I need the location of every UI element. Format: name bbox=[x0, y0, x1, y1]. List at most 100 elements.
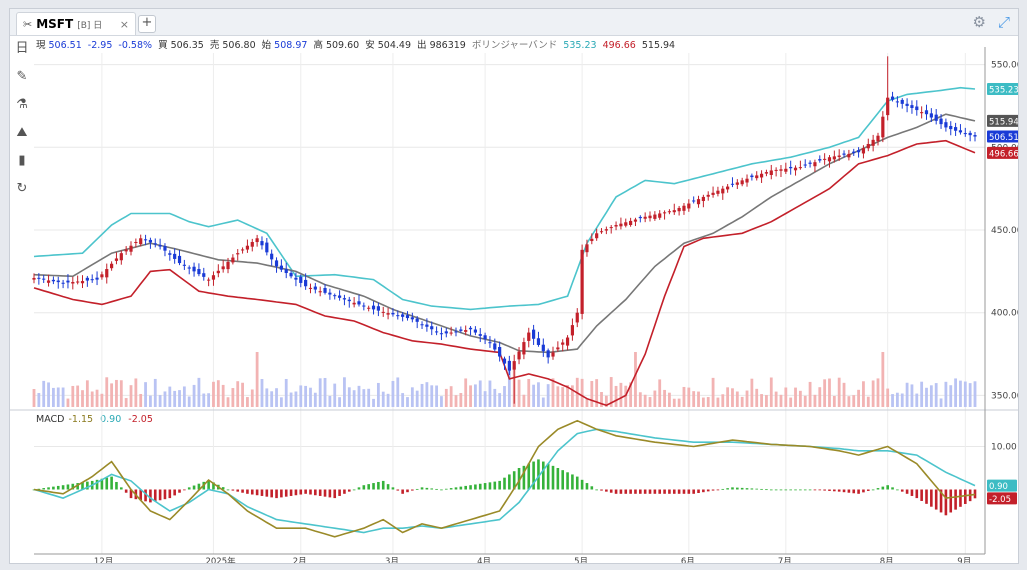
volume-bar bbox=[90, 391, 94, 407]
volume-bar bbox=[857, 389, 860, 407]
candle-body bbox=[890, 96, 895, 100]
stock-chart[interactable]: 350.00400.00450.00500.00550.00535.23515.… bbox=[10, 9, 1018, 563]
candle-body bbox=[793, 167, 798, 171]
candle-body bbox=[789, 166, 793, 169]
volume-bar bbox=[638, 392, 642, 407]
volume-icon[interactable]: ▮ bbox=[18, 153, 26, 168]
volume-bar bbox=[459, 393, 463, 407]
macd-hist-bar bbox=[275, 489, 278, 499]
pin-icon[interactable]: ✂ bbox=[23, 17, 33, 31]
macd-hist-bar bbox=[706, 489, 710, 492]
macd-hist-bar bbox=[352, 489, 356, 491]
volume-bar bbox=[343, 377, 346, 407]
volume-bar bbox=[454, 395, 458, 407]
volume-bar bbox=[246, 397, 249, 407]
candle-body bbox=[706, 194, 710, 197]
macd-hist-bar bbox=[711, 489, 715, 491]
candle-body bbox=[328, 292, 332, 295]
volume-bar bbox=[435, 385, 438, 407]
expand-icon[interactable]: ⤢ bbox=[997, 13, 1010, 31]
candle-body bbox=[963, 133, 967, 135]
volume-bar bbox=[934, 383, 938, 407]
macd-hist-bar bbox=[803, 489, 807, 491]
low-value: 504.49 bbox=[377, 40, 412, 51]
chart-type-icon[interactable]: ⛰ bbox=[16, 125, 28, 140]
close-tab-icon[interactable]: × bbox=[119, 17, 129, 31]
volume-bar bbox=[910, 384, 914, 407]
candle-body bbox=[522, 342, 526, 355]
volume-bar bbox=[929, 385, 933, 407]
gear-icon[interactable]: ⚙ bbox=[972, 13, 986, 31]
hist-value: -2.05 bbox=[128, 414, 153, 425]
candle-body bbox=[590, 238, 594, 242]
candle-body bbox=[51, 279, 56, 282]
volume-bar bbox=[808, 381, 812, 407]
volume-bar bbox=[959, 380, 962, 407]
macd-hist-bar bbox=[226, 489, 230, 491]
candle-body bbox=[415, 318, 419, 322]
macd-hist-bar bbox=[367, 484, 370, 490]
volume-bar bbox=[614, 385, 618, 407]
indicator-icon[interactable]: ⚗ bbox=[16, 97, 28, 112]
macd-hist-bar bbox=[672, 489, 676, 494]
volume-bar bbox=[192, 384, 196, 407]
volume-bar bbox=[798, 390, 802, 407]
price-tick-label: 550.00 bbox=[991, 61, 1018, 71]
candle-body bbox=[653, 214, 657, 219]
candle-body bbox=[56, 280, 60, 283]
candle-body bbox=[454, 331, 458, 333]
macd-hist-bar bbox=[411, 489, 414, 491]
change-pct: -0.58% bbox=[118, 40, 153, 51]
volume-bar bbox=[376, 382, 380, 407]
candle-body bbox=[886, 97, 890, 116]
volume-bar bbox=[187, 396, 191, 407]
hist-marker: -2.05 bbox=[989, 495, 1011, 505]
bb-upper-marker-bg bbox=[987, 83, 1018, 96]
volume-bar bbox=[852, 395, 856, 407]
time-tick-label: 9月 bbox=[957, 557, 971, 563]
macd-hist-bar bbox=[338, 489, 341, 496]
ask-value: 506.80 bbox=[222, 40, 256, 51]
candle-body bbox=[304, 279, 308, 287]
candle-body bbox=[114, 258, 119, 261]
candle-body bbox=[61, 282, 65, 284]
refresh-icon[interactable]: ↻ bbox=[16, 181, 28, 196]
macd-hist-bar bbox=[789, 489, 792, 491]
candle-body bbox=[187, 267, 191, 269]
volume-bar bbox=[173, 390, 177, 407]
volume-bar bbox=[701, 397, 705, 407]
volume-bar bbox=[595, 379, 599, 407]
period-icon[interactable]: 日 bbox=[15, 41, 29, 56]
macd-hist-bar bbox=[333, 489, 337, 499]
candle-body bbox=[357, 301, 361, 305]
volume-bar bbox=[110, 383, 114, 407]
macd-hist-bar bbox=[750, 488, 754, 490]
macd-hist-bar bbox=[575, 476, 579, 490]
candle-body bbox=[551, 352, 555, 357]
macd-hist-bar bbox=[144, 489, 147, 502]
draw-icon[interactable]: ✎ bbox=[16, 69, 28, 84]
volume-bar bbox=[178, 390, 181, 407]
macd-hist-bar bbox=[372, 483, 375, 490]
volume-bar bbox=[677, 398, 681, 407]
candle-body bbox=[677, 207, 681, 212]
bb-lower-marker: 496.66 bbox=[989, 149, 1018, 159]
volume-bar bbox=[823, 379, 827, 407]
volume-bar bbox=[153, 378, 157, 407]
bb-lower-value: 496.66 bbox=[602, 40, 636, 51]
macd-hist-bar bbox=[639, 489, 642, 494]
new-tab-button[interactable]: + bbox=[138, 15, 156, 33]
candle-body bbox=[633, 219, 638, 222]
volume-bar bbox=[842, 382, 846, 407]
candle-body bbox=[536, 338, 541, 345]
candle-body bbox=[226, 261, 230, 270]
volume-bar bbox=[119, 380, 123, 407]
macd-hist-bar bbox=[207, 480, 210, 490]
tab-msft[interactable]: ✂ MSFT [B] 日 × bbox=[16, 12, 136, 35]
volume-bar bbox=[789, 397, 793, 407]
volume-bar bbox=[129, 385, 133, 407]
macd-hist-bar bbox=[934, 489, 938, 510]
candle-body bbox=[119, 253, 123, 261]
volume-bar bbox=[735, 391, 739, 407]
candle-body bbox=[42, 278, 46, 280]
